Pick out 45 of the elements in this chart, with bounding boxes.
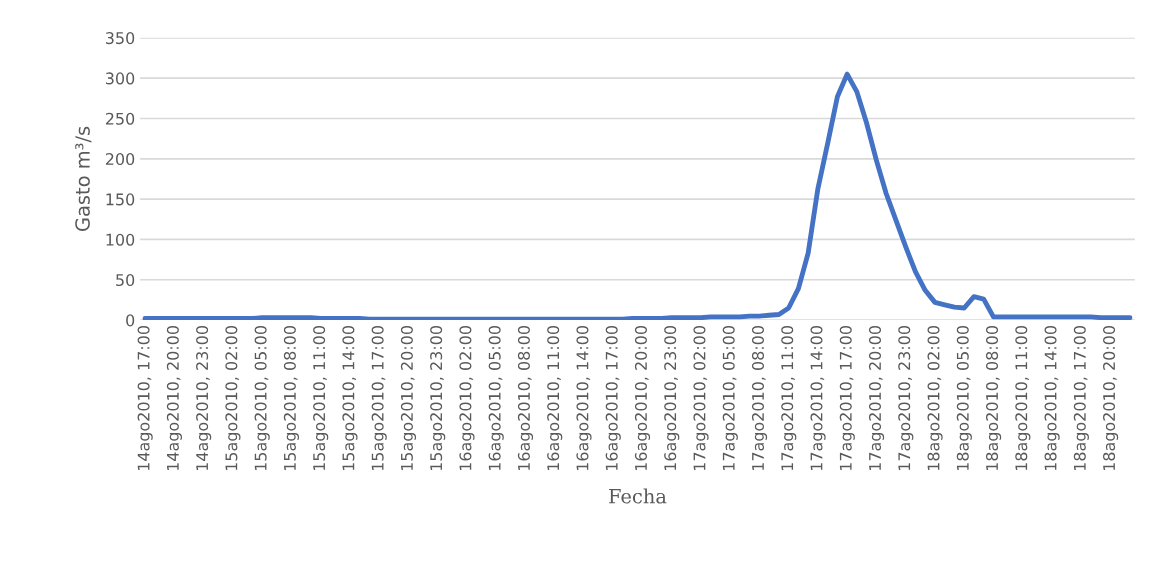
y-tick-label: 250 [105,112,135,125]
x-tick-label: 15ago2010, 02:00 [225,326,241,471]
y-tick-label: 100 [106,233,135,246]
x-tick-label: 14ago2010, 17:00 [137,326,153,471]
y-tick-label: 50 [116,273,135,287]
x-tick-label: 16ago2010, 05:00 [488,326,504,471]
x-tick-label: 17ago2010, 23:00 [898,326,914,471]
y-tick-label: 350 [105,32,135,45]
x-tick-label: 17ago2010, 20:00 [868,326,885,471]
x-axis-title: Fecha [609,488,667,504]
x-tick-label: 15ago2010, 05:00 [254,326,270,471]
x-tick-label: 16ago2010, 02:00 [459,326,475,471]
x-tick-label: 15ago2010, 17:00 [371,326,387,471]
x-tick-label: 17ago2010, 02:00 [693,326,709,471]
x-tick-label: 16ago2010, 14:00 [576,326,592,471]
x-tick-label: 18ago2010, 02:00 [927,326,943,471]
x-tick-label: 17ago2010, 14:00 [810,326,826,471]
x-tick-label: 15ago2010, 08:00 [283,326,300,471]
x-tick-label: 16ago2010, 08:00 [517,326,534,471]
x-tick-label: 18ago2010, 08:00 [985,326,1002,471]
x-tick-label: 18ago2010, 14:00 [1044,326,1060,471]
x-tick-label: 14ago2010, 23:00 [196,326,212,471]
x-tick-label: 15ago2010, 14:00 [342,326,358,471]
y-tick-label: 200 [105,153,135,166]
x-tick-label: 18ago2010, 11:00 [1015,326,1031,471]
x-tick-label: 18ago2010, 05:00 [956,326,972,471]
x-tick-label: 16ago2010, 20:00 [634,326,651,471]
line-series [142,71,1133,321]
x-tick-label: 18ago2010, 17:00 [1073,326,1089,471]
y-axis-title: Gasto m³/s [75,126,92,231]
x-tick-label: 17ago2010, 08:00 [751,326,768,471]
y-tick-label: 0 [126,314,135,327]
x-tick-label: 17ago2010, 05:00 [722,326,738,471]
x-tick-label: 17ago2010, 11:00 [781,326,797,471]
x-tick-label: 18ago2010, 20:00 [1103,326,1119,471]
x-tick-label: 15ago2010, 23:00 [430,326,446,471]
y-tick-label: 150 [106,193,135,206]
x-tick-label: 14ago2010, 20:00 [166,326,182,471]
x-tick-label: 15ago2010, 20:00 [400,326,417,471]
x-tick-label: 17ago2010, 17:00 [839,326,855,471]
x-tick-label: 15ago2010, 11:00 [313,326,329,471]
y-tick-label: 300 [105,72,135,85]
x-tick-label: 16ago2010, 17:00 [605,326,621,471]
x-tick-label: 16ago2010, 11:00 [547,326,563,471]
x-tick-label: 16ago2010, 23:00 [664,326,680,471]
